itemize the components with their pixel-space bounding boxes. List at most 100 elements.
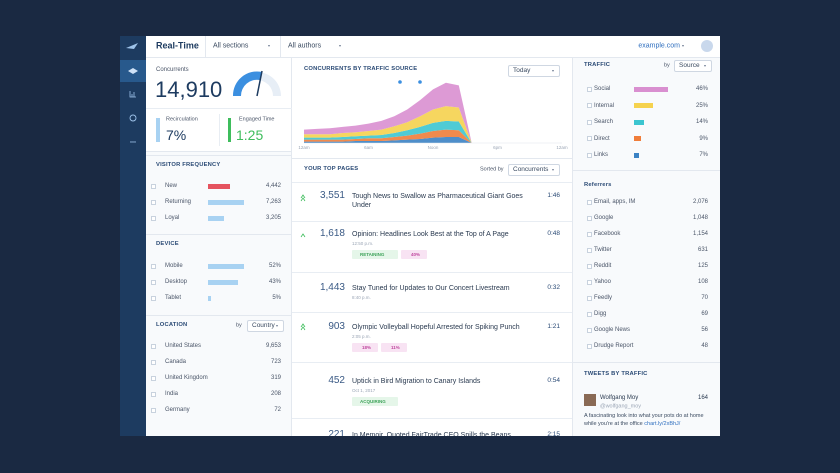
nav-icon[interactable] — [129, 91, 136, 98]
headline[interactable]: In Memoir, Quoted FairTrade CEO Spills t… — [352, 431, 532, 440]
area — [304, 82, 472, 143]
checkbox[interactable] — [151, 407, 156, 413]
row-label: Canada — [165, 359, 187, 365]
right-column — [572, 58, 720, 436]
row-value: 7% — [699, 152, 708, 158]
dropdown[interactable] — [247, 320, 284, 332]
divider — [292, 312, 572, 313]
dropdown-label[interactable]: Source — [679, 61, 700, 69]
checkbox[interactable] — [587, 119, 592, 125]
row-value: 43% — [268, 279, 281, 285]
publish-time: 8:40 p.m. — [352, 294, 371, 300]
row-value: 3,205 — [265, 215, 281, 221]
row-label: United States — [165, 343, 202, 349]
row-value: 9,653 — [265, 343, 281, 349]
section-title: VISITOR FREQUENCY — [156, 162, 221, 169]
dropdown[interactable] — [508, 65, 560, 77]
checkbox[interactable] — [151, 279, 156, 285]
row-value: 723 — [270, 359, 281, 365]
checkbox[interactable] — [587, 343, 592, 349]
headline[interactable]: Stay Tuned for Updates to Our Concert Li… — [352, 285, 510, 292]
metric-label: Engaged Time — [239, 116, 275, 123]
engaged-time: 0:48 — [547, 229, 560, 237]
checkbox[interactable] — [151, 199, 156, 205]
row-label: Tablet — [165, 295, 182, 301]
divider — [146, 234, 292, 235]
row-value: 56 — [701, 327, 708, 333]
nav-icon[interactable] — [128, 68, 138, 74]
row-value: 72 — [274, 407, 281, 413]
event-marker[interactable] — [418, 80, 422, 84]
event-marker[interactable] — [398, 80, 402, 84]
nav-icon[interactable] — [134, 141, 136, 143]
checkbox[interactable] — [587, 263, 592, 269]
tweet-handle: @wolfgang_moy — [600, 403, 642, 410]
checkbox[interactable] — [587, 327, 592, 333]
gauge-fill — [232, 71, 262, 96]
checkbox[interactable] — [587, 279, 592, 285]
author-filter[interactable]: All authors — [288, 42, 322, 50]
headline[interactable]: Opinion: Headlines Look Best at the Top … — [352, 231, 509, 238]
caret — [276, 325, 278, 327]
checkbox[interactable] — [587, 103, 592, 108]
checkbox[interactable] — [151, 295, 156, 301]
x-tick-label: 6am — [364, 145, 373, 150]
concurrents: 1,443 — [319, 282, 345, 293]
nav-icon[interactable] — [132, 141, 134, 143]
headline[interactable]: Tough News to Swallow as Pharmaceutical … — [352, 193, 523, 209]
checkbox[interactable] — [587, 247, 592, 253]
row-label: Desktop — [165, 279, 188, 285]
checkbox[interactable] — [587, 215, 592, 221]
row-value: 1,048 — [692, 215, 708, 221]
checkbox[interactable] — [151, 215, 156, 221]
nav-icon[interactable] — [129, 114, 137, 122]
section-filter[interactable]: All sections — [213, 42, 249, 50]
dropdown-label[interactable]: Today — [513, 66, 531, 74]
headline[interactable]: Uptick in Bird Migration to Canary Islan… — [352, 378, 481, 385]
tweet-link[interactable]: chart.ly/2xBhJ/ — [644, 421, 681, 427]
checkbox[interactable] — [151, 263, 156, 269]
row-value: 125 — [697, 263, 708, 269]
concurrents: 3,551 — [319, 190, 345, 201]
checkbox[interactable] — [151, 183, 156, 189]
avatar[interactable] — [701, 40, 713, 52]
site-selector[interactable]: example.com — [638, 42, 680, 50]
checkbox[interactable] — [151, 359, 156, 365]
checkbox[interactable] — [151, 343, 156, 349]
row-label: Drudge Report — [594, 343, 634, 349]
chart-title: CONCURRENTS BY TRAFFIC SOURCE — [304, 66, 418, 73]
tweet-avatar — [584, 394, 596, 406]
dropdown[interactable] — [674, 60, 712, 72]
checkbox[interactable] — [587, 152, 592, 158]
caret — [552, 169, 554, 171]
row-label: Yahoo — [594, 279, 611, 285]
bar — [208, 215, 224, 221]
nav-icon[interactable] — [130, 141, 132, 143]
checkbox[interactable] — [587, 86, 592, 92]
dropdown-label[interactable]: Concurrents — [513, 165, 549, 173]
headline[interactable]: Olympic Volleyball Hopeful Arrested for … — [352, 324, 520, 331]
row-value: 2,076 — [692, 199, 708, 205]
bar — [208, 199, 244, 205]
checkbox[interactable] — [151, 375, 156, 381]
engaged-time: 1:21 — [547, 322, 560, 330]
checkbox[interactable] — [587, 311, 592, 317]
dropdown[interactable] — [508, 164, 560, 176]
divider — [572, 362, 720, 363]
checkbox[interactable] — [151, 391, 156, 397]
area — [304, 136, 472, 143]
x-tick-label: 12am — [556, 145, 568, 150]
dropdown-label[interactable]: Country — [252, 321, 275, 329]
metric-value: 7% — [166, 127, 187, 143]
trend-arrow — [300, 323, 306, 331]
checkbox[interactable] — [587, 295, 592, 301]
concurrents: 221 — [328, 429, 345, 440]
caret — [682, 45, 684, 47]
caret — [552, 70, 554, 72]
checkbox[interactable] — [587, 199, 592, 205]
checkbox[interactable] — [587, 231, 592, 237]
checkbox[interactable] — [587, 136, 592, 141]
divider — [292, 158, 572, 159]
row-label: India — [165, 391, 179, 397]
row-value: 1,154 — [692, 231, 708, 237]
